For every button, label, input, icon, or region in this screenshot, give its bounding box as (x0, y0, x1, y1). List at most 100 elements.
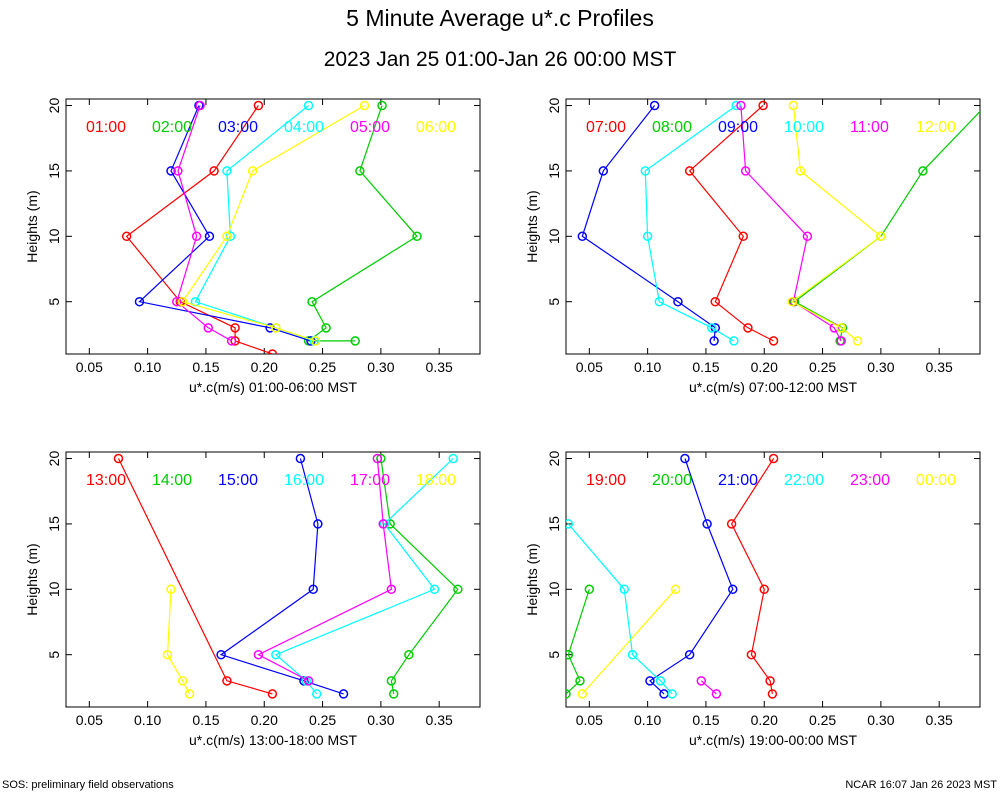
data-point (177, 676, 188, 686)
x-tick-label: 0.10 (134, 712, 161, 728)
data-point (709, 336, 719, 346)
series-line-1600 (274, 458, 454, 695)
data-point (203, 323, 214, 333)
data-point (836, 336, 846, 346)
data-point (191, 231, 202, 242)
data-point (795, 166, 806, 176)
x-tick-label: 0.10 (634, 712, 661, 728)
y-tick-label: 20 (546, 451, 562, 467)
data-point (684, 166, 695, 176)
data-point (575, 676, 585, 686)
data-point (655, 676, 666, 686)
x-tick-label: 0.30 (367, 712, 394, 728)
series-line-1200 (791, 105, 882, 342)
y-tick-label: 15 (46, 516, 62, 532)
y-tick-label: 10 (546, 581, 562, 597)
chart-panel-4: 0.05 0.10 0.15 0.20 0.25 0.30 0.35 5 10 15 20 u*.c(… (524, 451, 981, 748)
data-point (230, 323, 240, 333)
data-point (876, 231, 886, 242)
plot-frame (565, 98, 981, 355)
y-tick-label: 5 (546, 298, 562, 306)
data-point (736, 100, 746, 111)
data-point (802, 231, 813, 242)
data-point (303, 676, 314, 686)
y-tick-label: 5 (46, 298, 62, 306)
x-tick-label: 0.35 (926, 712, 953, 728)
data-point (226, 336, 237, 346)
data-point (684, 649, 695, 660)
data-point (310, 336, 321, 346)
data-point (852, 336, 863, 346)
plot-frame (65, 451, 481, 708)
y-tick-label: 10 (46, 581, 62, 597)
series-line-2100 (649, 458, 734, 695)
data-point (696, 676, 707, 686)
data-point (619, 584, 630, 595)
data-point (731, 100, 742, 111)
x-tick-label: 0.25 (809, 359, 836, 375)
legend-entry: 02:00 (152, 119, 192, 136)
y-axis-label: Heights (m) (524, 190, 540, 262)
data-point (729, 336, 739, 346)
series-line-2300 (700, 680, 717, 695)
plot-frame (65, 98, 481, 355)
legend-entry: 15:00 (218, 472, 258, 489)
x-tick-label: 0.25 (309, 712, 336, 728)
series-line-1800 (166, 589, 191, 695)
data-point (738, 231, 749, 242)
data-point (121, 231, 132, 242)
x-tick-label: 0.35 (426, 712, 453, 728)
data-point (746, 649, 757, 660)
series-line-2200 (567, 523, 673, 695)
data-point (649, 100, 660, 111)
data-point (359, 100, 370, 111)
series-line-1100 (740, 105, 842, 342)
legend-entry: 20:00 (652, 472, 692, 489)
data-point (670, 584, 681, 595)
x-axis-label: u*.c(m/s) 13:00-18:00 MST (189, 732, 358, 748)
series-line-0900 (581, 105, 716, 341)
data-point (216, 649, 226, 660)
x-tick-label: 0.10 (134, 359, 161, 375)
figure-title: 5 Minute Average u*.c Profiles (346, 5, 654, 31)
data-point (204, 231, 215, 242)
y-tick-label: 5 (546, 651, 562, 659)
data-point (173, 166, 183, 176)
data-point (253, 649, 264, 660)
data-point (222, 231, 232, 242)
legend-entry: 09:00 (718, 119, 758, 136)
data-point (376, 453, 386, 464)
x-tick-label: 0.20 (251, 712, 278, 728)
data-point (673, 296, 683, 307)
data-point (247, 166, 258, 176)
x-tick-label: 0.15 (692, 712, 719, 728)
series-line-0800 (793, 110, 980, 342)
y-axis-label: Heights (m) (24, 543, 40, 615)
legend-entry: 19:00 (586, 472, 626, 489)
data-point (740, 166, 751, 176)
data-point (710, 296, 721, 307)
data-point (134, 296, 145, 307)
series-line-0700 (688, 105, 774, 342)
data-point (321, 323, 331, 333)
y-tick-label: 5 (46, 651, 62, 659)
y-tick-label: 15 (546, 516, 562, 532)
x-tick-label: 0.15 (692, 359, 719, 375)
legend-entry: 14:00 (152, 472, 192, 489)
data-point (195, 100, 205, 111)
legend-entry: 11:00 (850, 119, 889, 136)
x-tick-label: 0.25 (809, 712, 836, 728)
legend-entry: 04:00 (284, 119, 324, 136)
data-point (313, 519, 323, 529)
data-point (577, 231, 588, 242)
y-tick-label: 20 (46, 98, 62, 114)
data-point (177, 296, 188, 307)
x-axis-label: u*.c(m/s) 19:00-00:00 MST (689, 732, 858, 748)
data-point (271, 323, 281, 333)
x-tick-label: 0.30 (867, 712, 894, 728)
legend-entry: 03:00 (218, 119, 258, 136)
data-point (645, 676, 655, 686)
y-tick-label: 15 (46, 163, 62, 179)
chart-panel-1: 0.05 0.10 0.15 0.20 0.25 0.30 0.35 5 10 15 20 u*.c(… (24, 98, 481, 395)
data-point (295, 453, 306, 464)
